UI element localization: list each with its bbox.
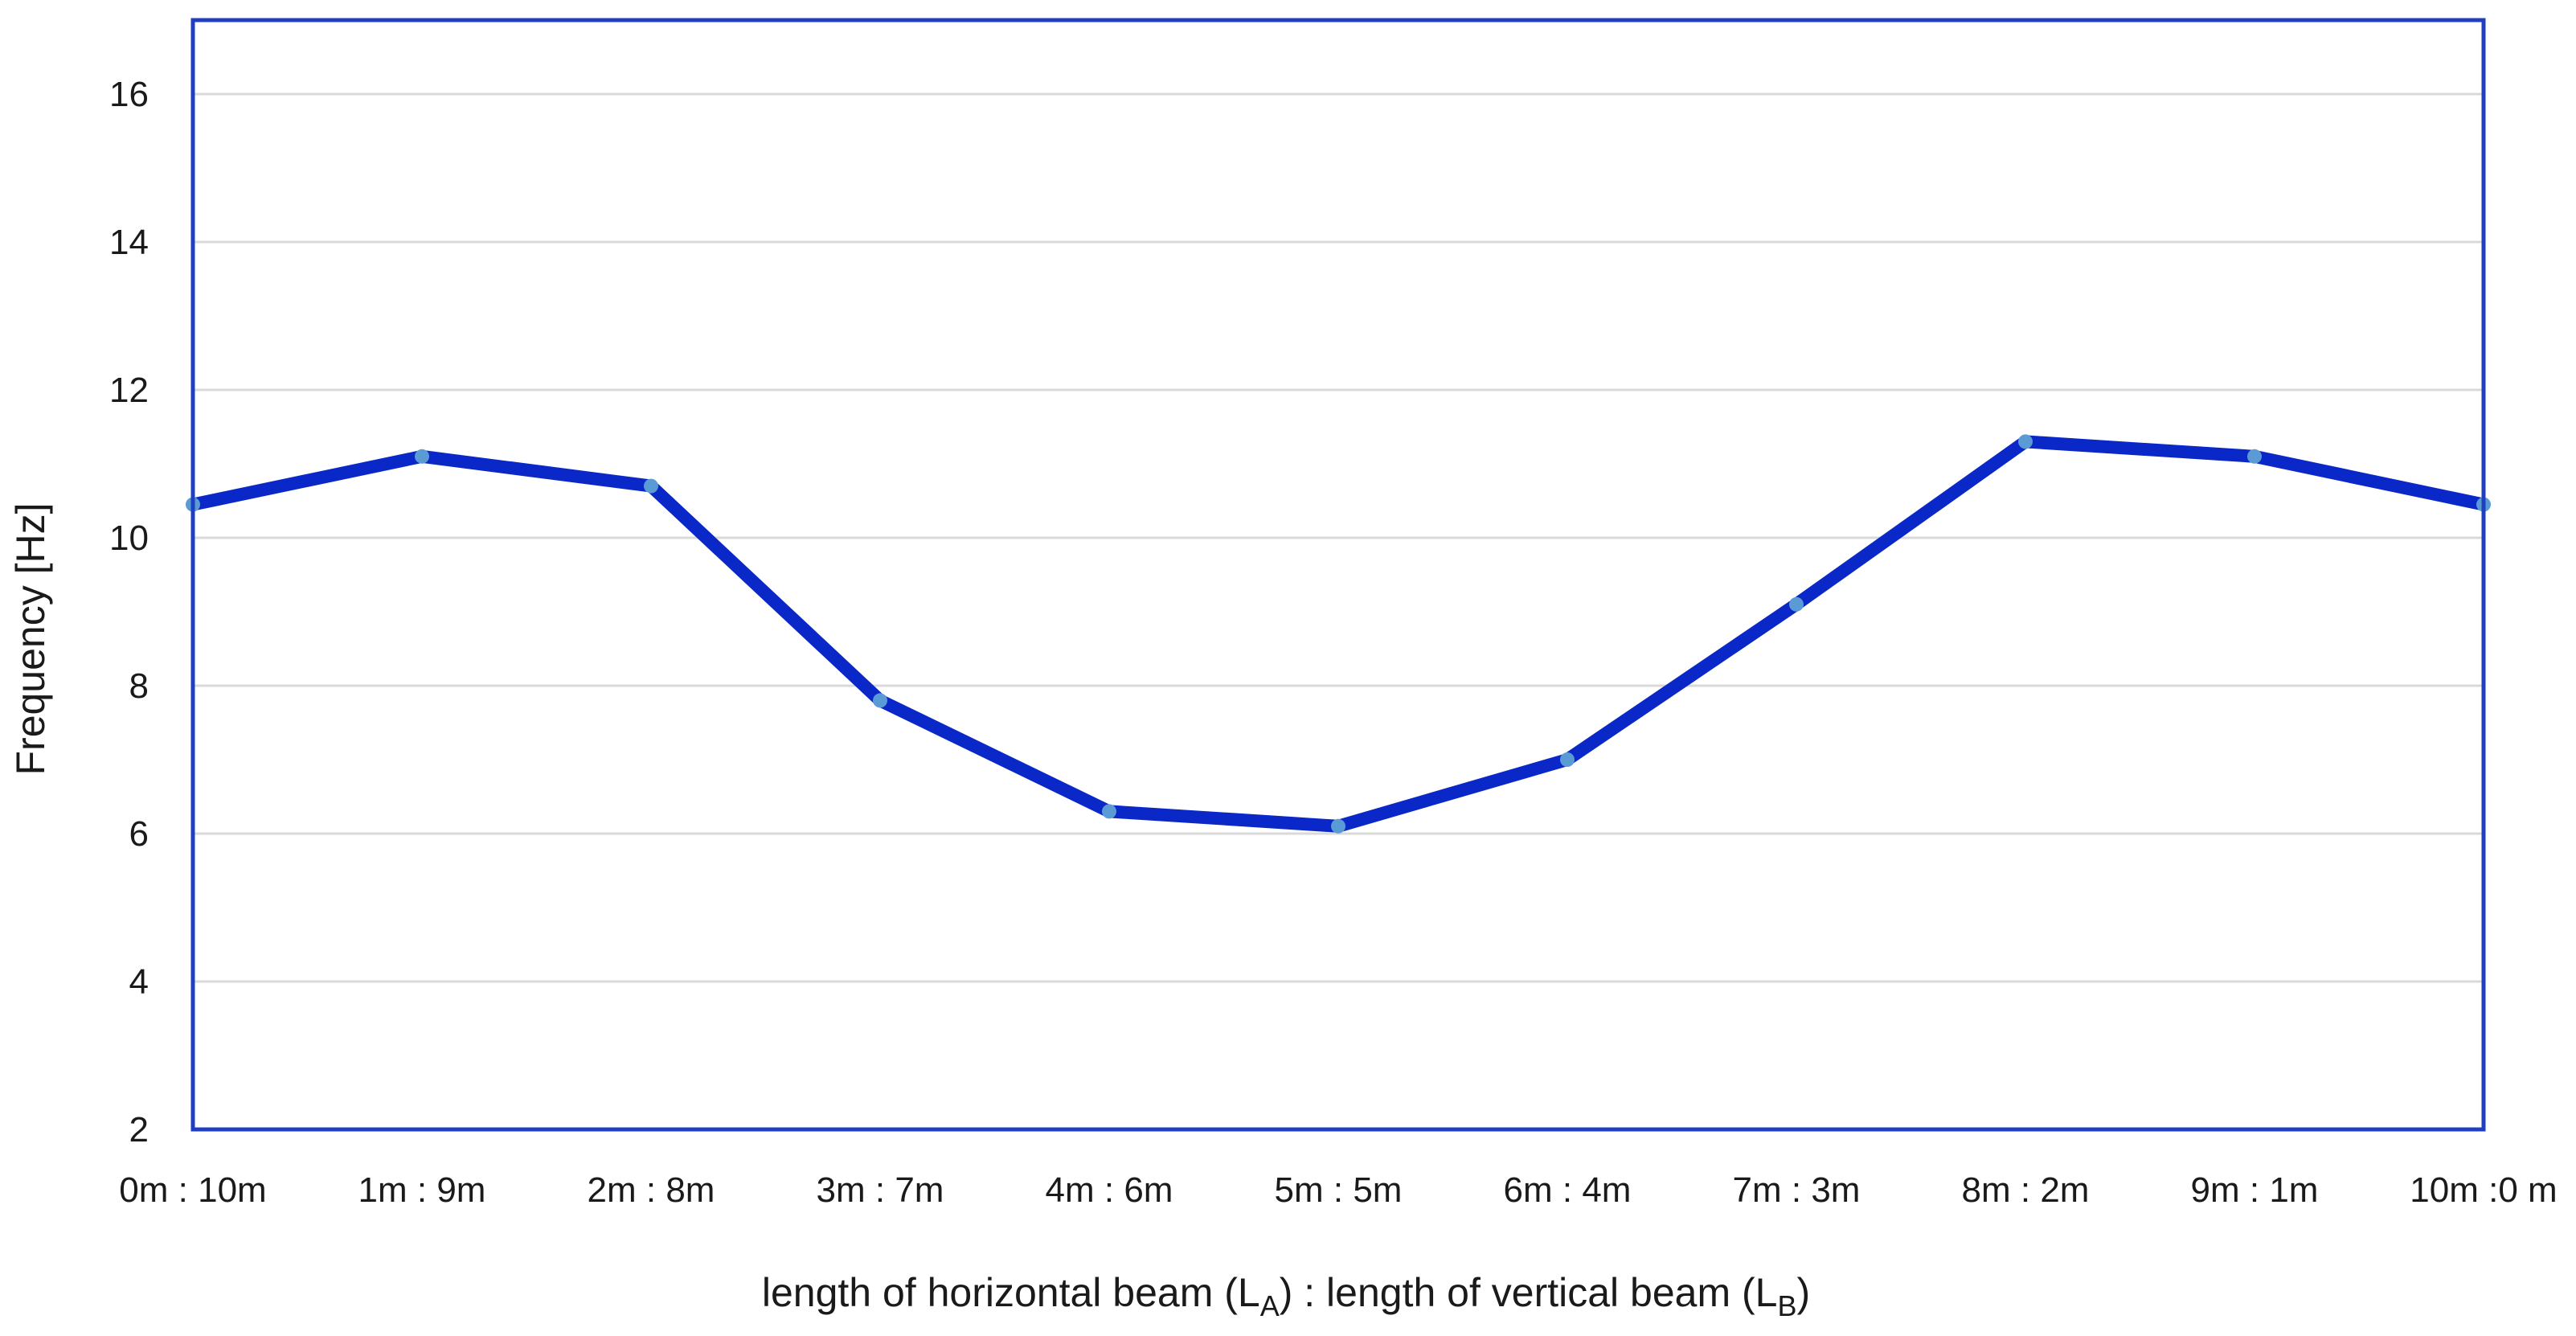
y-tick-label: 4 bbox=[129, 962, 149, 1002]
y-tick-label: 12 bbox=[109, 371, 149, 410]
x-tick-label: 6m : 4m bbox=[1504, 1170, 1632, 1210]
y-tick-label: 10 bbox=[109, 518, 149, 558]
plot-area-border bbox=[190, 18, 2486, 1132]
y-axis-ticks: 2 4 6 8 10 12 14 16 bbox=[109, 75, 149, 1150]
x-axis-title-part-a: length of horizontal beam (L bbox=[762, 1270, 1260, 1315]
x-tick-label: 5m : 5m bbox=[1275, 1170, 1403, 1210]
data-point bbox=[415, 449, 429, 464]
data-point bbox=[1789, 596, 1804, 612]
data-point bbox=[2247, 449, 2262, 464]
x-axis-title-subscript-a: A bbox=[1260, 1289, 1280, 1322]
x-tick-label: 0m : 10m bbox=[119, 1170, 266, 1210]
x-tick-label: 4m : 6m bbox=[1046, 1170, 1173, 1210]
data-point bbox=[644, 478, 658, 494]
x-tick-label: 3m : 7m bbox=[817, 1170, 944, 1210]
series-layer bbox=[186, 434, 2491, 834]
x-tick-label: 10m :0 m bbox=[2410, 1170, 2557, 1210]
y-tick-label: 16 bbox=[109, 75, 149, 114]
x-tick-label: 8m : 2m bbox=[1962, 1170, 2090, 1210]
data-point bbox=[2018, 434, 2033, 449]
x-axis-title-part-post: ) bbox=[1796, 1270, 1810, 1315]
x-axis-title: length of horizontal beam (LA) : length … bbox=[762, 1270, 1810, 1322]
y-tick-label: 8 bbox=[129, 666, 149, 706]
data-point bbox=[1102, 804, 1116, 819]
x-tick-label: 1m : 9m bbox=[358, 1170, 486, 1210]
x-axis-title-subscript-b: B bbox=[1777, 1289, 1796, 1322]
x-tick-label: 2m : 8m bbox=[588, 1170, 715, 1210]
y-axis-title: Frequency [Hz] bbox=[8, 502, 53, 775]
x-tick-label: 9m : 1m bbox=[2191, 1170, 2319, 1210]
y-tick-label: 2 bbox=[129, 1110, 149, 1150]
x-tick-label: 7m : 3m bbox=[1733, 1170, 1861, 1210]
series-line bbox=[186, 435, 2490, 833]
y-tick-label: 6 bbox=[129, 814, 149, 854]
data-point bbox=[873, 693, 887, 708]
y-tick-label: 14 bbox=[109, 223, 149, 262]
data-point bbox=[1560, 752, 1575, 767]
gridlines bbox=[193, 92, 2484, 983]
x-axis-ticks: 0m : 10m 1m : 9m 2m : 8m 3m : 7m 4m : 6m 5m :… bbox=[119, 1170, 2557, 1210]
data-point bbox=[1331, 818, 1345, 834]
x-axis-title-part-mid: ) : length of vertical beam (L bbox=[1280, 1270, 1778, 1315]
